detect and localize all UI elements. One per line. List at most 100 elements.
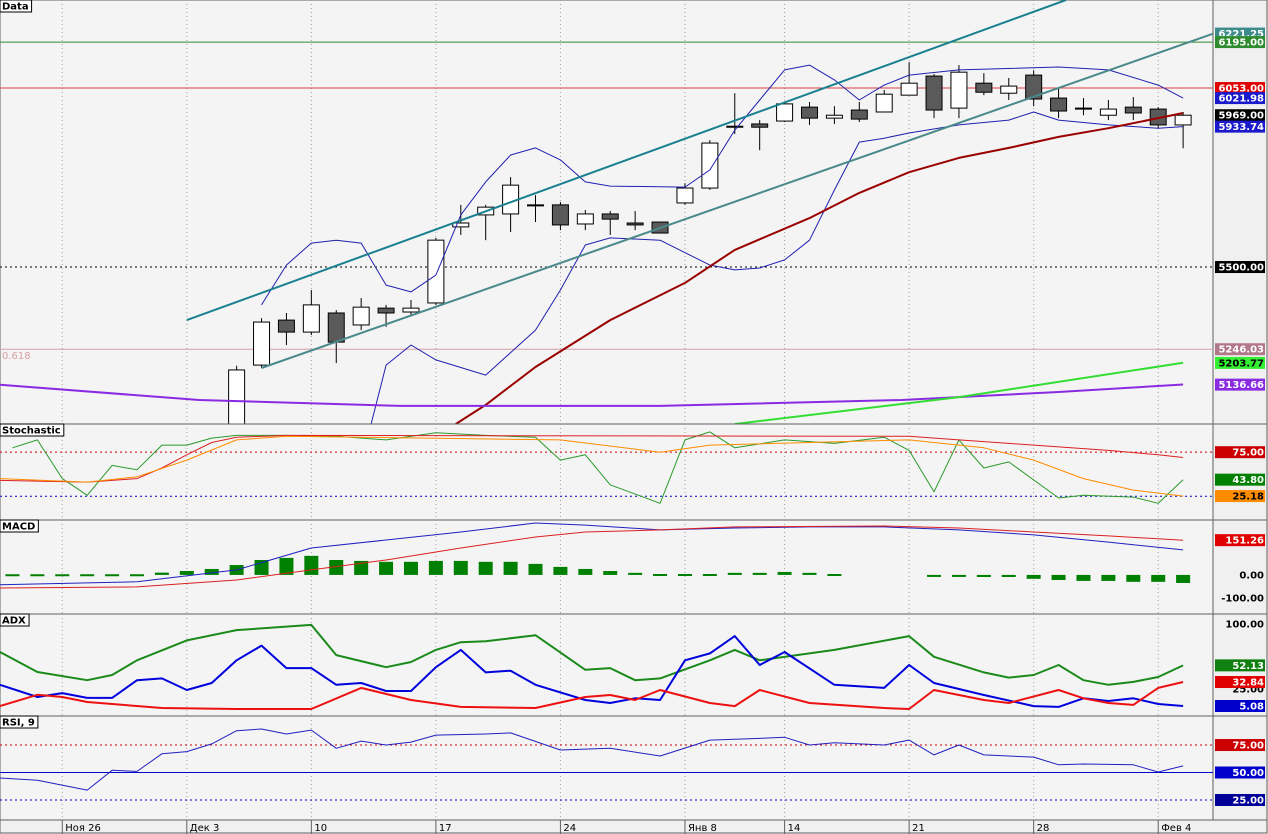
price-tag [1215,356,1265,369]
histogram-bar [329,559,344,575]
candle-body [1074,107,1092,110]
x-tick-label: 14 [788,823,801,834]
histogram-bar [354,560,369,575]
panel-background [0,613,1214,717]
candle-body [427,239,445,304]
histogram-bar [578,568,593,575]
indicator-line [261,32,1213,369]
histogram-bar [528,563,543,575]
price-tag [1215,378,1265,391]
price-tag [1215,659,1265,672]
candle-body [253,321,271,366]
histogram-bar [379,561,394,575]
indicator-line [370,111,1184,424]
panel-title-box [0,423,65,437]
candle-body [576,213,594,225]
price-label: 151.26 [1225,536,1264,547]
candle-body [751,123,769,128]
histogram-bar [677,574,692,577]
histogram-bar [55,574,70,577]
candle-body [950,71,968,109]
histogram-bar [1051,574,1066,580]
histogram-bar [1101,574,1116,581]
histogram-bar [628,572,643,575]
panel-background [0,519,1214,615]
price-tag [1215,473,1265,486]
price-tag [1215,92,1265,105]
histogram-bar [951,574,966,577]
price-tag [1215,120,1265,133]
price-tag [1215,343,1265,356]
candle-body [875,93,893,113]
candle-body [327,312,345,343]
histogram-bar [279,557,294,575]
indicator-line [186,0,1067,322]
candle-body [850,109,868,120]
price-tag [1215,766,1265,779]
x-tick-label: Дек 3 [190,823,220,834]
price-label: 100.00 [1225,620,1264,631]
price-label: 6221.25 [1218,29,1264,40]
histogram-bar [304,555,319,575]
price-label: 6195.00 [1218,38,1264,49]
panel-background [0,715,1214,821]
histogram-bar [777,571,792,575]
histogram-bar [1176,574,1191,583]
x-tick-label: 17 [439,823,452,834]
indicator-line [0,435,1184,497]
panel-title: Data [2,2,29,13]
candle-body [527,204,545,207]
price-tag [1215,446,1265,459]
indicator-line [0,383,1184,407]
price-tag [1215,36,1265,49]
candle-body [825,114,843,119]
histogram-bar [154,572,169,575]
x-tick-label: 24 [563,823,576,834]
indicator-line [0,525,1184,589]
x-tick-label: 10 [314,823,327,834]
axis-background [1212,423,1268,521]
price-label: 5969.00 [1218,111,1264,122]
panel: 0.618 [0,0,1213,424]
histogram-bar [553,566,568,575]
candle-body [551,204,569,226]
price-tag [1215,82,1265,95]
candle-body [601,213,619,220]
histogram-bar [403,561,418,575]
price-label: 5.08 [1239,701,1264,712]
candle-body [776,103,794,122]
candle-body [377,307,395,314]
price-label: 75.00 [1232,448,1264,459]
price-label: 5203.77 [1218,358,1264,369]
candle-body [975,82,993,93]
histogram-bar [129,574,144,577]
x-tick-label: 21 [912,823,925,834]
histogram-bar [1026,574,1041,579]
candle-body [900,82,918,96]
panel [0,520,1191,614]
candle-body [352,306,370,326]
candle-body [626,222,644,226]
indicator-line [734,361,1184,424]
indicator-line [261,64,1184,306]
indicator-line [0,635,1184,708]
candle-body [1000,85,1018,94]
panel-title-box [0,0,33,13]
histogram-bar [503,561,518,575]
candle-body [676,187,694,204]
candle-body [452,222,470,228]
histogram-bar [752,572,767,575]
panel [0,716,1213,820]
candle-body [228,369,246,424]
histogram-bar [653,574,668,577]
panel-title: MACD [2,522,35,533]
price-label: 5246.03 [1218,345,1264,356]
panel [0,614,1184,716]
panel-title-box [0,613,30,627]
indicator-line [0,434,1184,483]
candle-body [1124,106,1142,114]
histogram-bar [827,574,842,577]
candle-body [800,106,818,119]
indicator-line [455,112,1184,424]
